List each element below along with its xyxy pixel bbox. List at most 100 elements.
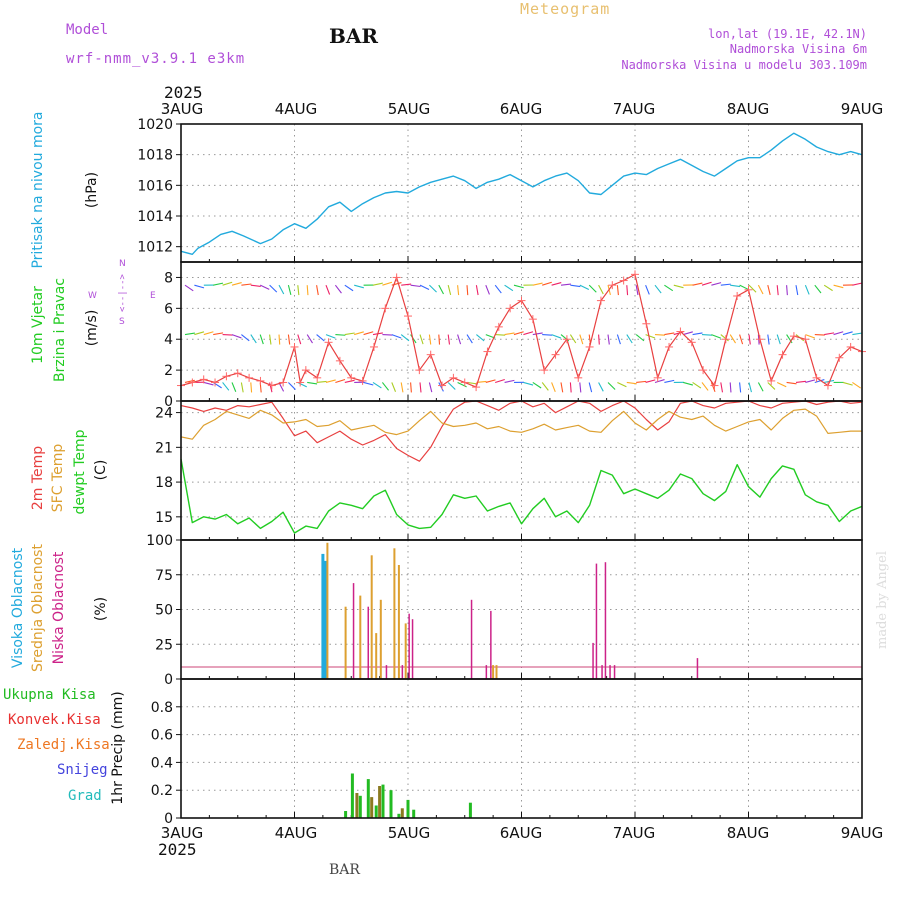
y-tick-label: 0	[164, 811, 173, 827]
wind-arrow	[391, 382, 397, 392]
wind-arrow	[203, 331, 214, 336]
wind-arrow	[495, 379, 505, 383]
wind-arrow	[711, 334, 721, 339]
total-rain-bar	[344, 811, 348, 818]
wind-arrow	[757, 382, 764, 392]
conv-rain-bar	[378, 786, 382, 818]
y-tick-label: 24	[155, 406, 173, 422]
wind-arrow	[683, 331, 693, 336]
wind-arrow	[194, 331, 205, 336]
wind-arrow	[391, 334, 402, 339]
wind-arrow	[814, 334, 825, 336]
wind-arrow	[231, 334, 242, 339]
wind-arrow	[278, 334, 281, 345]
wind-arrow	[222, 382, 230, 391]
wind-arrow	[269, 382, 273, 393]
wind-arrow	[767, 382, 776, 390]
wind-arrow	[730, 284, 741, 288]
bottom-date-label: 3AUG	[161, 824, 203, 842]
y-tick-label: 15	[155, 510, 173, 526]
wind-arrow	[475, 285, 479, 296]
wind-arrow	[701, 281, 712, 286]
mid-cloud-bar	[492, 665, 495, 679]
dewpt-legend: dewpt Temp	[72, 429, 88, 514]
wind-arrow	[598, 382, 604, 392]
precip-panel: Ukupna Kisa Konvek.Kisa Zaledj.Kisa Snij…	[3, 679, 863, 827]
wind-arrow	[410, 382, 412, 393]
model-name: wrf-nmm_v3.9.1 e3km	[66, 51, 245, 67]
mid-cloud-bar	[326, 542, 329, 679]
wind-arrow	[711, 282, 722, 286]
wind-arrow	[551, 382, 556, 392]
y-tick-label: 100	[146, 533, 173, 549]
wind-arrow	[683, 381, 693, 386]
wind-ylabel: (m/s)	[84, 310, 100, 347]
wind-arrow	[833, 331, 844, 336]
cloud-yaxis: 0 25 50 75 100	[146, 533, 181, 688]
top-date-label: 4AUG	[275, 100, 317, 118]
wind-arrow	[748, 334, 751, 345]
mid-cloud-bar	[344, 606, 347, 679]
wind-arrow	[570, 284, 581, 288]
wind-arrow	[213, 282, 224, 286]
low-cloud-bar	[367, 606, 369, 679]
wind-arrow	[739, 284, 749, 291]
total-rain-bar	[374, 805, 378, 818]
wind-arrow	[814, 284, 822, 294]
top-date-axis: 3AUG 4AUG 5AUG 6AUG 7AUG 8AUG 9AUG	[161, 100, 883, 118]
frz-rain-legend: Zaledj.Kisa	[17, 737, 110, 753]
wind-arrow	[250, 334, 257, 344]
wind-arrow	[391, 282, 402, 286]
wind-arrow	[419, 382, 422, 393]
wind-arrow	[720, 283, 731, 286]
wind-arrow	[739, 382, 742, 393]
wind-arrow	[250, 382, 253, 393]
wind-arrow	[757, 284, 764, 295]
y-tick-label: 1012	[137, 240, 173, 256]
wind-arrow	[466, 285, 469, 296]
y-tick-label: 0.2	[151, 783, 173, 799]
pressure-ylabel: (hPa)	[84, 172, 100, 208]
pressure-title: Pritisak na nivou mora	[30, 111, 46, 268]
pressure-series	[180, 132, 863, 256]
wind-arrow	[184, 332, 195, 336]
total-rain-bar	[350, 773, 354, 818]
wind-arrow	[438, 382, 444, 392]
wind-arrow	[776, 334, 781, 345]
wind-arrow	[269, 284, 278, 293]
wind-arrow	[184, 379, 195, 384]
bottom-date-label: 4AUG	[275, 824, 317, 842]
wind-arrow	[495, 334, 506, 336]
wind-arrow	[814, 379, 825, 383]
compass-south: S	[119, 317, 125, 327]
low-cloud-bar	[470, 599, 473, 679]
wind-arrow	[382, 281, 393, 286]
pressure-yaxis: 1012 1014 1016 1018 1020	[137, 117, 181, 256]
wind-arrow	[579, 334, 584, 345]
wind-arrow	[240, 382, 244, 393]
precip-yaxis: 0 0.2 0.4 0.6 0.8	[151, 700, 181, 827]
wind-arrow	[419, 334, 424, 345]
coords-label: lon,lat (19.1E, 42.1N)	[708, 27, 867, 41]
wind-arrow	[532, 332, 543, 336]
compass-legend: W E <--|--> N S	[88, 259, 156, 327]
low-cloud-legend: Niska Oblacnost	[51, 551, 67, 664]
wind-arrow	[560, 283, 572, 286]
wind-arrow	[259, 284, 270, 290]
y-tick-label: 1018	[137, 148, 173, 164]
wind-arrow	[231, 282, 242, 286]
cloud-bars	[181, 542, 862, 679]
wind-arrow	[551, 334, 562, 339]
mid-cloud-bar	[495, 665, 498, 679]
wind-arrow	[457, 334, 462, 345]
temp2m-legend: 2m Temp	[30, 446, 46, 510]
top-date-label: 9AUG	[841, 100, 883, 118]
wind-arrow	[438, 334, 441, 345]
footer-station: BAR	[329, 862, 360, 878]
wind-arrow	[447, 382, 456, 390]
mid-cloud-bar	[359, 595, 362, 679]
high-cloud-legend: Visoka Oblacnost	[10, 547, 26, 668]
wind-speed-series	[177, 270, 866, 392]
total-rain-bar	[406, 799, 410, 818]
